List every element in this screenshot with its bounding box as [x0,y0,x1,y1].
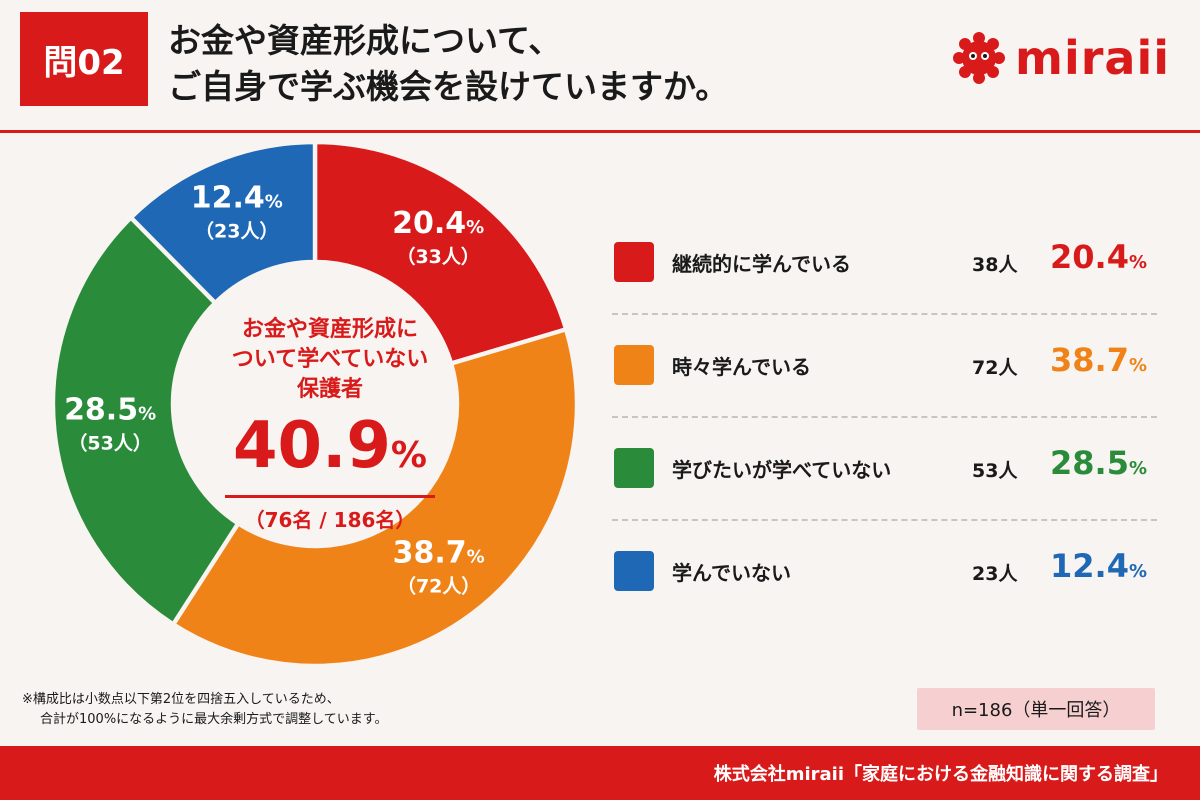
center-label: お金や資産形成に ついて学べていない 保護者 [200,315,460,405]
donut-segment [170,326,580,669]
legend-count: 23人 [972,563,1018,585]
legend-label: 学びたいが学べていない [672,458,892,482]
legend-label: 学んでいない [672,561,791,585]
legend-count: 53人 [972,460,1018,482]
segment-count-label: （53人） [68,431,151,454]
legend-pct-sign: % [1128,561,1147,582]
header: 問02 お金や資産形成について、 ご自身で学ぶ機会を設けていますか。 mirai… [0,0,1200,130]
segment-count-label: （72人） [397,575,480,598]
donut-segment [312,140,569,367]
center-label-line-3: 保護者 [296,377,363,402]
legend-percentage: 38.7% [1050,341,1147,379]
legend-pct-sign: % [1128,458,1147,479]
center-underline [225,495,435,498]
donut-center: お金や資産形成に ついて学べていない 保護者 40.9% （76名 / 186名… [200,315,460,533]
chart-area: 20.4% （33人） 38.7% （72人） 28.5% （53人） 12.4% （23人）… [30,140,600,680]
legend-swatch [614,242,654,282]
legend-pct-value: 28.5 [1050,444,1129,482]
legend-pct-value: 38.7 [1050,341,1129,379]
miraii-logo: miraii [951,28,1170,88]
legend-item: 学びたいが学べていない 53人 28.5% [612,418,1157,521]
question-badge: 問02 [20,12,148,106]
segment-percentage-label: 20.4% [392,206,484,241]
footnote: ※構成比は小数点以下第2位を四捨五入しているため、 合計が100%になるように最… [22,690,582,730]
header-divider [0,130,1200,133]
logo-text: miraii [1015,31,1170,85]
legend-item: 学んでいない 23人 12.4% [612,521,1157,624]
legend-item: 継続的に学んでいる 38人 20.4% [612,212,1157,315]
footnote-line-2: 合計が100%になるように最大余剰方式で調整しています。 [40,712,388,727]
segment-percentage-label: 28.5% [64,392,156,427]
legend-pct-sign: % [1128,355,1147,376]
center-pct-sign: % [390,435,427,476]
segment-percentage-label: 38.7% [393,536,485,571]
title-line-2: ご自身で学ぶ機会を設けていますか。 [168,67,729,106]
legend-swatch [614,551,654,591]
page-title: お金や資産形成について、 ご自身で学ぶ機会を設けていますか。 [168,18,768,110]
legend-count: 72人 [972,357,1018,379]
segment-count-label: （23人） [195,219,278,242]
legend-percentage: 20.4% [1050,238,1147,276]
legend-label: 時々学んでいる [672,355,811,379]
center-label-line-2: ついて学べていない [231,347,429,372]
segment-count-label: （33人） [396,245,479,268]
legend-pct-value: 12.4 [1050,547,1129,585]
legend-pct-value: 20.4 [1050,238,1129,276]
footnote-line-1: ※構成比は小数点以下第2位を四捨五入しているため、 [22,692,340,707]
center-value: 40.9 [233,409,391,483]
title-line-1: お金や資産形成について、 [168,21,562,60]
donut-chart: 20.4% （33人） 38.7% （72人） 28.5% （53人） 12.4% （23人） [50,140,580,669]
legend-percentage: 28.5% [1050,444,1147,482]
logo-mascot-icon [953,32,1006,84]
footer-source: 株式会社miraii「家庭における金融知識に関する調査」 [713,764,1168,785]
footer-bar: 株式会社miraii「家庭における金融知識に関する調査」 [0,746,1200,800]
legend-count: 38人 [972,254,1018,276]
donut-segment [50,214,242,628]
legend-pct-sign: % [1128,252,1147,273]
legend-swatch [614,448,654,488]
legend-item: 時々学んでいる 72人 38.7% [612,315,1157,418]
legend: 継続的に学んでいる 38人 20.4% 時々学んでいる 72人 38.7% 学び… [612,212,1157,624]
center-label-line-1: お金や資産形成に [241,317,418,342]
sample-size-badge: n=186（単一回答） [917,688,1155,730]
donut-segment [127,140,318,307]
center-percentage: 40.9% [200,411,460,491]
legend-swatch [614,345,654,385]
segment-percentage-label: 12.4% [191,180,283,215]
legend-label: 継続的に学んでいる [672,252,851,276]
center-count: （76名 / 186名） [244,508,416,532]
legend-percentage: 12.4% [1050,547,1147,585]
